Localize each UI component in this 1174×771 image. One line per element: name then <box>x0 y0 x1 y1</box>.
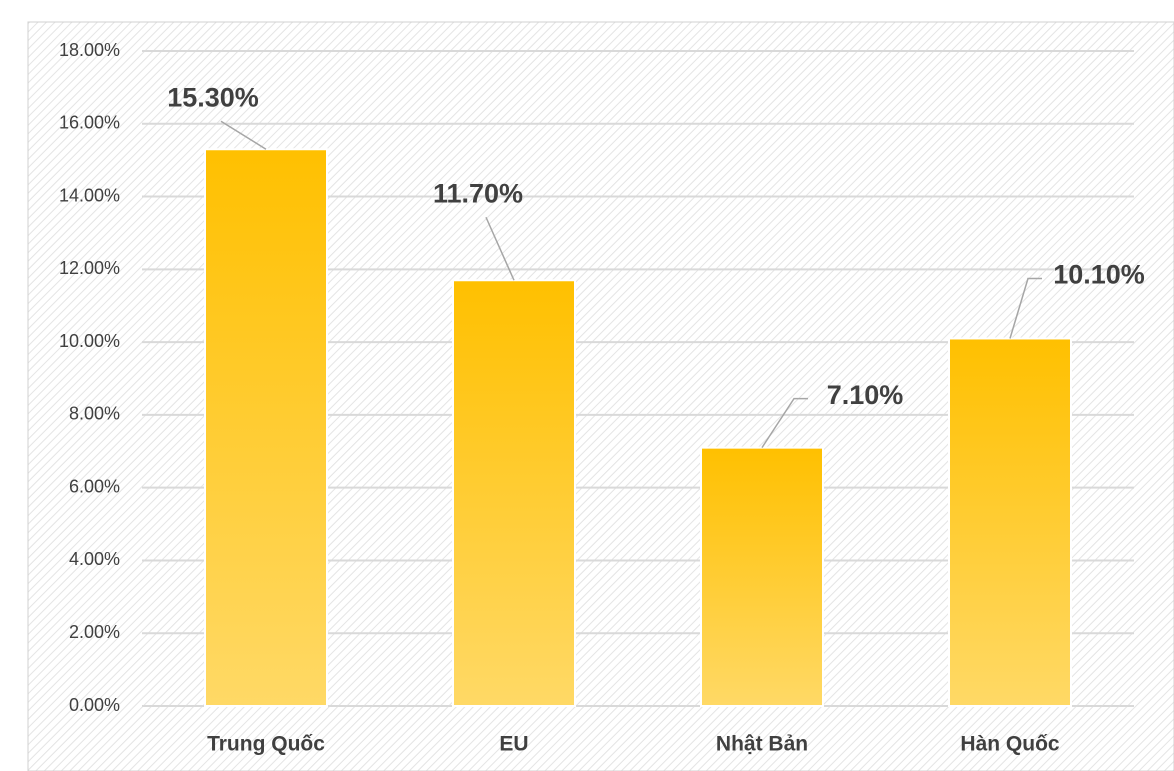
leader-line <box>220 120 267 150</box>
x-tick-label: Nhật Bản <box>716 733 808 756</box>
value-label: 7.10% <box>827 380 904 410</box>
x-tick-label: EU <box>499 733 528 756</box>
y-tick-label: 12.00% <box>59 258 120 278</box>
y-tick-label: 2.00% <box>69 622 120 642</box>
y-tick-label: 10.00% <box>59 331 120 351</box>
y-tick-label: 6.00% <box>69 476 120 496</box>
x-tick-label: Hàn Quốc <box>960 733 1059 756</box>
bar <box>700 446 824 707</box>
y-tick-label: 0.00% <box>69 695 120 715</box>
x-tick-label: Trung Quốc <box>207 733 325 756</box>
bar <box>452 279 576 707</box>
y-tick-label: 14.00% <box>59 185 120 205</box>
value-label: 10.10% <box>1053 260 1145 290</box>
y-tick-label: 16.00% <box>59 113 120 133</box>
y-tick-label: 18.00% <box>59 40 120 60</box>
leader-line <box>1009 277 1042 339</box>
bar <box>204 148 328 707</box>
y-tick-label: 8.00% <box>69 404 120 424</box>
bar <box>948 337 1072 707</box>
value-label: 15.30% <box>167 82 259 112</box>
leader-line <box>485 216 515 281</box>
leader-line <box>761 397 808 449</box>
y-tick-label: 4.00% <box>69 549 120 569</box>
value-label: 11.70% <box>433 178 523 208</box>
